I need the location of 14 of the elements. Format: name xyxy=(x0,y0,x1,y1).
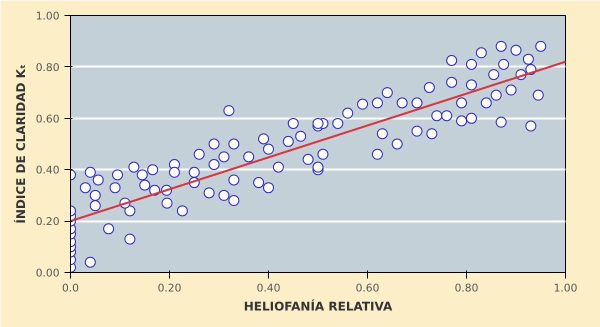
y-tick-label: 0.40 xyxy=(36,164,60,177)
x-tick-label: 0.20 xyxy=(158,282,182,294)
y-tick-label: 0.20 xyxy=(36,215,60,228)
x-tick-label: 0.40 xyxy=(256,282,281,294)
y-tick-label: 0.80 xyxy=(36,60,60,74)
y-tick-label: 0.60 xyxy=(36,112,60,126)
x-axis-title: HELIOFANÍA RELATIVA xyxy=(244,298,393,314)
y-axis-title: ÍNDICE DE CLARIDAD Kₜ xyxy=(12,64,28,224)
x-tick-label: 0.80 xyxy=(454,282,479,294)
y-tick-label: 1.00 xyxy=(36,10,60,22)
x-tick-label: 0.0 xyxy=(62,282,80,294)
x-tick-label: 1.00 xyxy=(554,282,578,294)
x-tick-label: 0.60 xyxy=(356,282,380,294)
y-tick-label: 0.00 xyxy=(36,266,60,280)
